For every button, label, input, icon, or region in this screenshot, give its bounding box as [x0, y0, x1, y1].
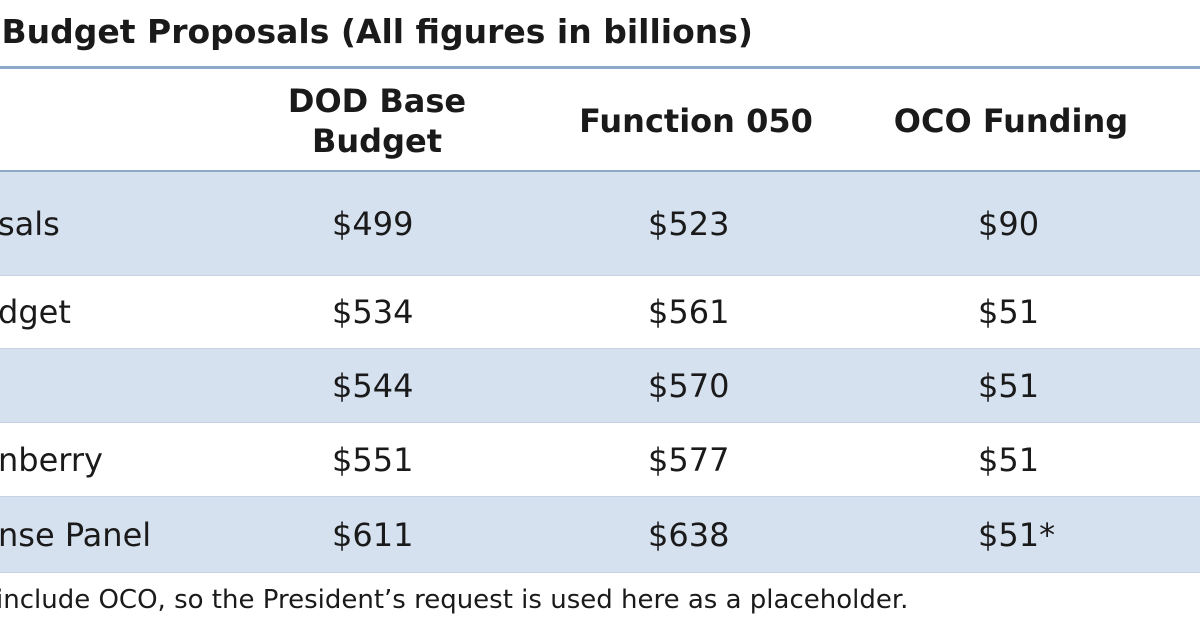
table-row: nse Panel $611 $638 $51* — [0, 497, 1200, 573]
title-rule — [0, 66, 1200, 69]
table-row: sals $499 $523 $90 — [0, 172, 1200, 276]
header-dod-base-budget: DOD Base Budget — [262, 69, 492, 172]
cell-oco-funding: $90 — [978, 204, 1040, 243]
table-row: $544 $570 $51 — [0, 349, 1200, 423]
row-label: nberry — [0, 440, 103, 479]
header-oco-funding: OCO Funding — [893, 101, 1129, 140]
table-header-row: DOD Base Budget Function 050 OCO Funding — [0, 69, 1200, 172]
table-row: dget $534 $561 $51 — [0, 276, 1200, 349]
row-label: sals — [0, 172, 60, 275]
header-function-050: Function 050 — [579, 101, 813, 140]
cell-dod-base-budget: $534 — [332, 293, 414, 331]
table-title: se Budget Proposals (All figures in bill… — [0, 12, 753, 51]
table-row: nberry $551 $577 $51 — [0, 423, 1200, 497]
cell-oco-funding: $51 — [978, 293, 1040, 331]
header-dod-base-line-1: DOD Base — [287, 81, 467, 120]
row-label: nse Panel — [0, 515, 152, 554]
cell-function-050: $638 — [648, 515, 730, 554]
cell-dod-base-budget: $499 — [332, 204, 414, 243]
cell-oco-funding: $51 — [978, 440, 1040, 479]
cell-function-050: $523 — [648, 204, 730, 243]
table-footnote: include OCO, so the President’s request … — [0, 585, 909, 615]
cell-dod-base-budget: $611 — [332, 515, 414, 554]
row-label: dget — [0, 293, 71, 331]
header-rule — [0, 170, 1200, 172]
budget-table: DOD Base Budget Function 050 OCO Funding… — [0, 69, 1200, 573]
header-dod-base-line-2: Budget — [312, 121, 442, 160]
cell-function-050: $561 — [648, 293, 730, 331]
cell-function-050: $577 — [648, 440, 730, 479]
cell-oco-funding: $51* — [978, 515, 1056, 554]
cell-oco-funding: $51 — [978, 366, 1040, 405]
cell-dod-base-budget: $551 — [332, 440, 414, 479]
cell-dod-base-budget: $544 — [332, 366, 414, 405]
row-label-line-2: sals — [0, 204, 60, 243]
cell-function-050: $570 — [648, 366, 730, 405]
